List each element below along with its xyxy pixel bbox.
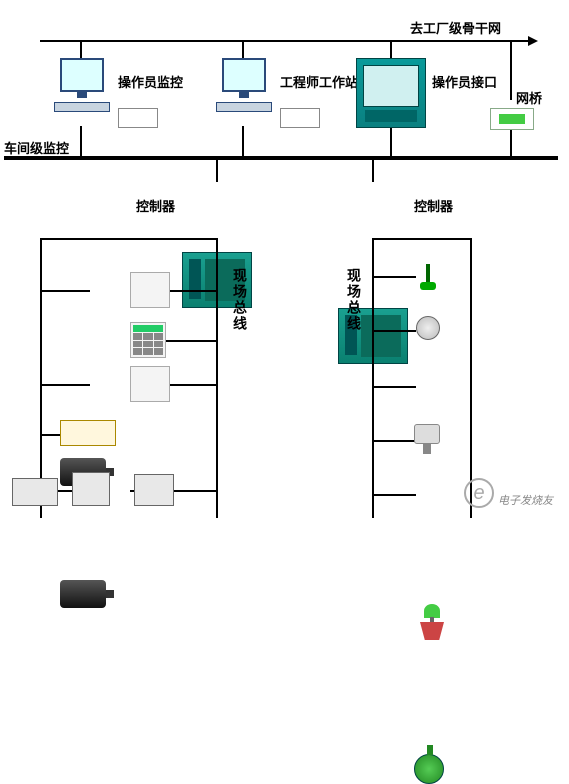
device-l2 [72,472,110,506]
sensor-box [416,316,440,340]
watermark-text: 电子发烧友 [498,492,553,508]
transmitter-device [414,754,444,784]
fieldbus-left-top [40,238,216,240]
device-l3 [134,474,174,506]
keyboard-icon [54,102,110,112]
backbone-label: 去工厂级骨干网 [410,18,501,37]
drop-panel [390,40,392,58]
ctrl-drop-1 [216,160,218,182]
operator-panel [356,58,426,128]
pc1-aux [118,108,158,128]
module-2 [130,366,170,402]
operator-interface-label: 操作员接口 [432,72,497,91]
bus-drop-bridge [510,130,512,156]
sensor-stick [416,264,436,290]
ctrl-drop-2 [372,160,374,182]
watermark-icon: e [464,478,494,508]
drop-pc2 [242,40,244,58]
monitor-icon [222,58,266,92]
bus-drop-pc2 [242,126,244,156]
engineer-station-label: 工程师工作站 [280,72,358,91]
drop-pc1 [80,40,82,58]
fbr-b1 [372,276,416,278]
fbl-b3 [40,384,90,386]
valve-device [414,604,450,640]
bus-drop-panel [390,128,392,156]
device-l1 [12,478,58,506]
module-1 [130,272,170,308]
drop-bridge [510,40,512,100]
backbone-line [40,40,530,42]
actuator [414,424,440,454]
bridge-label: 网桥 [516,88,542,107]
engineer-pc [210,58,278,126]
motor-2 [60,580,106,608]
workshop-bus [4,156,558,160]
keyboard-icon [216,102,272,112]
fieldbus-right-label: 现场总线 [344,268,364,332]
backbone-arrow [528,36,538,46]
fieldbus-left-left [40,238,42,518]
fieldbus-right-main [372,238,374,518]
fbr-b3 [372,386,416,388]
fbr-b2 [372,330,416,332]
rack-device [60,420,116,446]
fieldbus-left-label: 现场总线 [230,268,250,332]
fieldbus-right-right [470,238,472,518]
workshop-monitor-label: 车间级监控 [4,138,69,157]
bridge-device [490,108,534,130]
fbr-b5 [372,494,416,496]
fieldbus-right-top [372,238,472,240]
operator-pc [48,58,116,126]
keypad-device [130,322,166,358]
fieldbus-left-main [216,238,218,518]
fbl-b1 [40,290,90,292]
monitor-icon [60,58,104,92]
bus-drop-pc1 [80,126,82,156]
operator-monitor-label: 操作员监控 [118,72,183,91]
fbr-b4 [372,440,416,442]
controller-1-label: 控制器 [136,196,175,215]
controller-2-label: 控制器 [414,196,453,215]
pc2-aux [280,108,320,128]
